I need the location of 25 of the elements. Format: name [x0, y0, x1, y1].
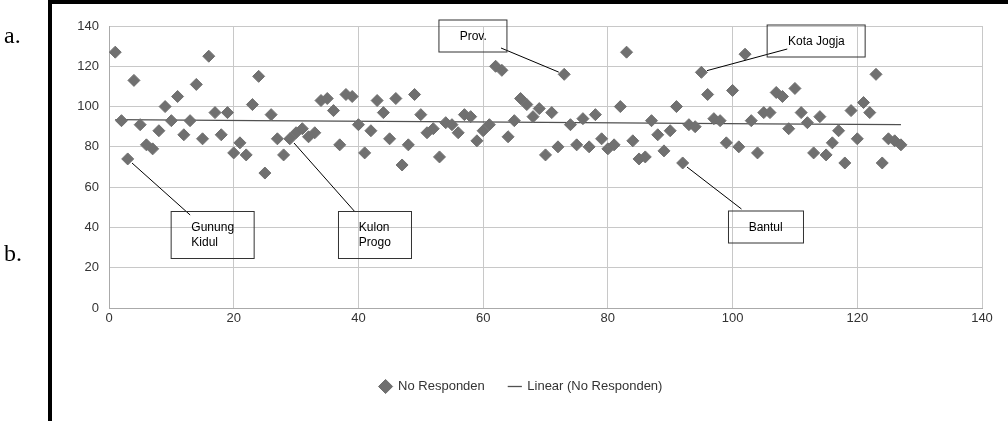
y-tick-label: 120 — [77, 57, 99, 73]
x-tick-label: 80 — [600, 310, 616, 326]
x-tick-label: 0 — [105, 310, 113, 326]
y-tick-label: 100 — [77, 98, 99, 114]
annotation: Gunung Kidul — [170, 210, 256, 259]
x-tick-label: 140 — [971, 310, 993, 326]
x-tick-label: 40 — [351, 310, 366, 326]
x-tick-label: 60 — [475, 310, 491, 326]
annotation: Prov. — [438, 19, 508, 53]
y-tick-label: 20 — [84, 259, 99, 275]
x-tick-label: 20 — [226, 310, 241, 326]
text: a. — [4, 22, 21, 49]
y-tick-label: 0 — [91, 299, 99, 315]
y-tick-label: 60 — [84, 178, 99, 194]
annotation: Kota Jogja — [767, 24, 866, 58]
legend-label: No Responden — [398, 378, 485, 394]
text: b. — [4, 240, 22, 267]
y-tick-label: 80 — [84, 138, 99, 154]
y-tick-label: 140 — [77, 17, 99, 33]
legend-label: Linear (No Responden) — [527, 378, 663, 394]
annotation: Bantul — [727, 210, 804, 244]
annotation: Kulon Progo — [337, 210, 412, 259]
y-tick-label: 40 — [84, 219, 99, 235]
x-tick-label: 120 — [846, 310, 869, 326]
x-tick-label: 100 — [721, 310, 744, 326]
